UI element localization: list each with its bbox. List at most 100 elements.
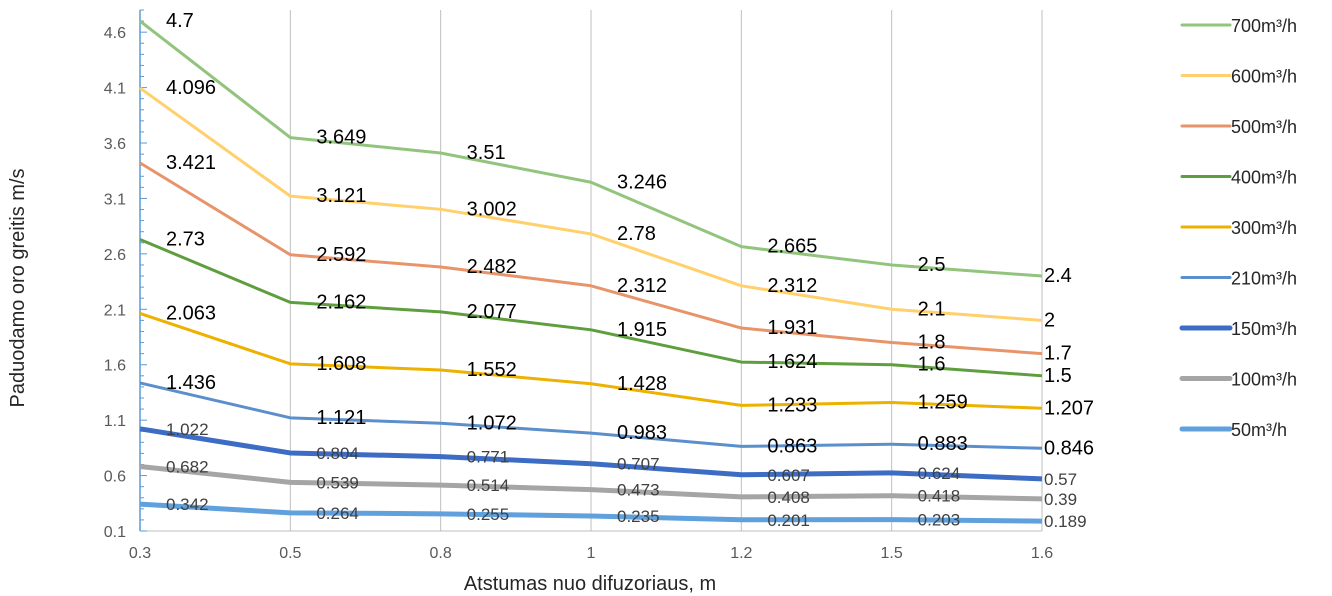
data-label: 1.5 bbox=[1044, 365, 1072, 387]
data-label: 1.624 bbox=[767, 351, 817, 373]
data-label: 0.624 bbox=[918, 464, 961, 483]
y-tick-label: 4.1 bbox=[104, 81, 126, 98]
x-tick-labels: 0.3 0.5 0.8 1 1.2 1.5 1.6 bbox=[129, 545, 1053, 562]
data-label: 0.264 bbox=[316, 504, 359, 523]
data-label: 3.421 bbox=[166, 152, 216, 174]
series-line-4 bbox=[139, 238, 1043, 378]
y-tick-labels: 0.1 0.6 1.1 1.6 2.1 2.6 3.1 3.6 4.1 4.6 bbox=[104, 25, 126, 541]
legend-item: 600m³/h bbox=[1231, 67, 1297, 87]
data-label: 2.592 bbox=[316, 244, 366, 266]
series-line-1 bbox=[139, 19, 1043, 278]
data-label: 3.649 bbox=[316, 127, 366, 149]
data-label: 2.063 bbox=[166, 302, 216, 324]
axes bbox=[139, 9, 1042, 532]
data-label: 1.121 bbox=[316, 407, 366, 429]
series-line-2 bbox=[139, 86, 1043, 322]
data-label: 2.665 bbox=[767, 236, 817, 258]
data-label: 4.7 bbox=[166, 10, 194, 32]
legend-item: 150m³/h bbox=[1231, 319, 1297, 339]
data-label: 0.255 bbox=[467, 505, 510, 524]
data-label: 3.51 bbox=[467, 142, 506, 164]
data-label: 0.203 bbox=[918, 511, 961, 530]
series-line-8 bbox=[139, 463, 1043, 502]
y-axis-title: Paduodamo oro greitis m/s bbox=[7, 168, 29, 407]
x-tick-label: 1.6 bbox=[1031, 545, 1053, 562]
data-label: 1.931 bbox=[767, 317, 817, 339]
data-label: 2.312 bbox=[767, 275, 817, 297]
data-label: 0.57 bbox=[1044, 470, 1077, 489]
series-line-3 bbox=[139, 161, 1043, 356]
data-label: 0.863 bbox=[767, 435, 817, 457]
data-label: 1.207 bbox=[1044, 397, 1094, 419]
x-tick-label: 1.2 bbox=[730, 545, 752, 562]
x-tick-label: 1.5 bbox=[881, 545, 903, 562]
data-label: 0.342 bbox=[166, 495, 209, 514]
series-line-9 bbox=[139, 501, 1043, 524]
data-label: 0.235 bbox=[617, 507, 660, 526]
y-tick-label: 1.6 bbox=[104, 358, 126, 375]
x-tick-label: 0.8 bbox=[430, 545, 452, 562]
y-tick-label: 0.1 bbox=[104, 524, 126, 541]
data-label: 4.096 bbox=[166, 77, 216, 99]
data-labels: 4.7 3.649 3.51 3.246 2.665 2.5 2.4 4.096 3.121 3.… bbox=[166, 10, 1094, 531]
data-label: 0.39 bbox=[1044, 490, 1077, 509]
data-label: 1.436 bbox=[166, 372, 216, 394]
data-label: 2 bbox=[1044, 309, 1055, 331]
x-tick-label: 1 bbox=[587, 545, 596, 562]
legend: 700m³/h 600m³/h 500m³/h 400m³/h 300m³/h 210m³… bbox=[1179, 16, 1297, 440]
series-line-6 bbox=[139, 381, 1043, 450]
data-label: 1.259 bbox=[918, 392, 968, 414]
data-label: 2.4 bbox=[1044, 265, 1072, 287]
legend-item: 500m³/h bbox=[1231, 117, 1297, 137]
data-label: 0.418 bbox=[918, 487, 961, 506]
data-label: 1.428 bbox=[617, 373, 667, 395]
data-label: 1.8 bbox=[918, 332, 946, 354]
series-line-5 bbox=[139, 311, 1043, 410]
data-label: 1.072 bbox=[467, 412, 517, 434]
x-tick-label: 0.5 bbox=[279, 545, 301, 562]
data-label: 0.201 bbox=[767, 511, 810, 530]
data-label: 1.915 bbox=[617, 319, 667, 341]
data-label: 0.883 bbox=[918, 433, 968, 455]
legend-item: 300m³/h bbox=[1231, 218, 1297, 238]
data-label: 3.002 bbox=[467, 198, 517, 220]
data-label: 1.022 bbox=[166, 420, 209, 439]
data-label: 1.552 bbox=[467, 359, 517, 381]
data-label: 0.514 bbox=[467, 476, 510, 495]
data-label: 2.78 bbox=[617, 223, 656, 245]
data-label: 2.312 bbox=[617, 275, 667, 297]
data-label: 0.189 bbox=[1044, 512, 1087, 531]
data-label: 0.473 bbox=[617, 481, 660, 500]
data-label: 1.7 bbox=[1044, 343, 1072, 365]
y-tick-label: 3.6 bbox=[104, 136, 126, 153]
legend-item: 100m³/h bbox=[1231, 370, 1297, 390]
data-label: 0.771 bbox=[467, 448, 510, 467]
legend-item: 50m³/h bbox=[1231, 420, 1287, 440]
data-label: 3.246 bbox=[617, 171, 667, 193]
y-tick-label: 2.1 bbox=[104, 302, 126, 319]
x-tick-label: 0.3 bbox=[129, 545, 151, 562]
data-label: 0.846 bbox=[1044, 437, 1094, 459]
y-tick-label: 2.6 bbox=[104, 247, 126, 264]
series-line-7 bbox=[139, 426, 1043, 482]
y-tick-label: 4.6 bbox=[104, 25, 126, 42]
legend-item: 210m³/h bbox=[1231, 269, 1297, 289]
data-label: 2.077 bbox=[467, 301, 517, 323]
data-label: 0.682 bbox=[166, 457, 209, 476]
series-lines bbox=[139, 19, 1043, 524]
data-label: 0.983 bbox=[617, 422, 667, 444]
data-label: 3.121 bbox=[316, 185, 366, 207]
data-label: 0.804 bbox=[316, 444, 359, 463]
data-label: 1.233 bbox=[767, 394, 817, 416]
data-label: 0.607 bbox=[767, 466, 810, 485]
y-tick-label: 3.1 bbox=[104, 191, 126, 208]
x-axis-title: Atstumas nuo difuzoriaus, m bbox=[464, 573, 716, 595]
legend-item: 700m³/h bbox=[1231, 16, 1297, 36]
data-label: 1.608 bbox=[316, 353, 366, 375]
data-label: 0.707 bbox=[617, 455, 660, 474]
data-label: 0.408 bbox=[767, 488, 810, 507]
data-label: 2.73 bbox=[166, 228, 205, 250]
data-label: 2.162 bbox=[316, 291, 366, 313]
gridlines bbox=[139, 10, 1043, 531]
